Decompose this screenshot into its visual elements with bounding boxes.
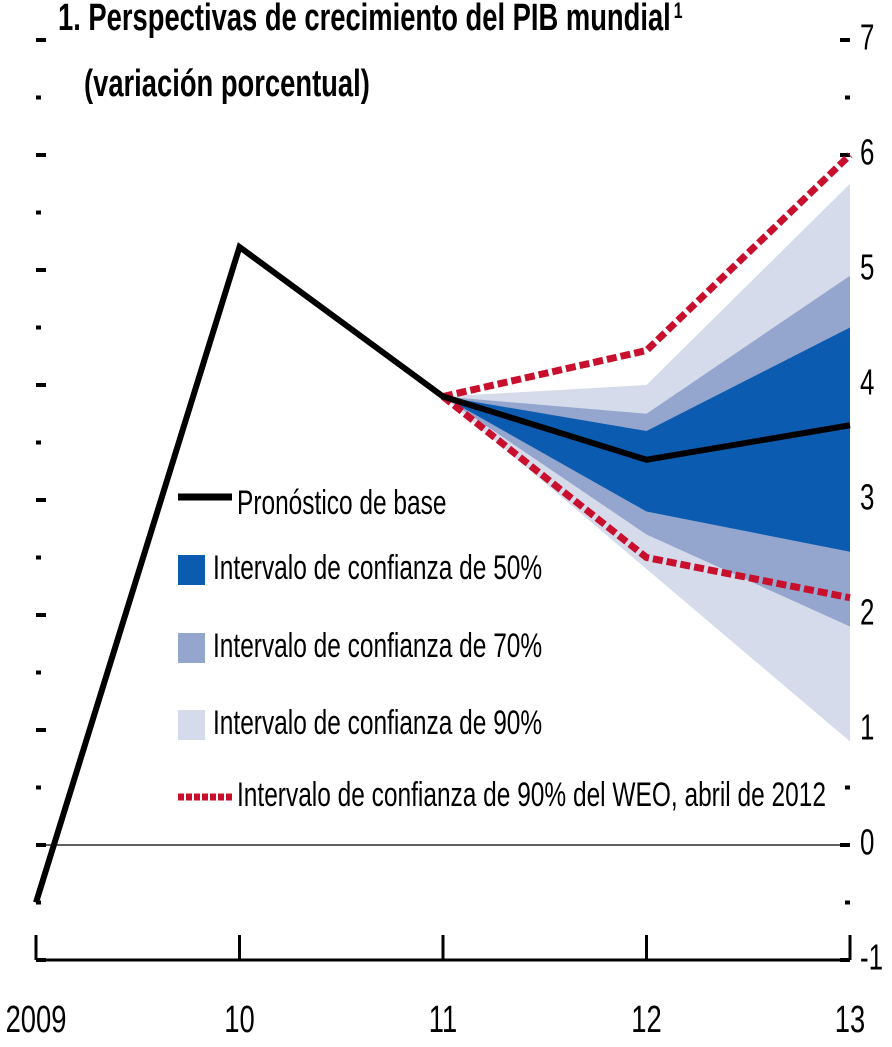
confidence-band bbox=[443, 327, 850, 552]
y-tick-label: 0 bbox=[860, 822, 874, 862]
legend-label: Intervalo de confianza de 90% bbox=[213, 704, 542, 742]
y-tick-label: 6 bbox=[860, 132, 874, 172]
dashed-bound bbox=[442, 152, 853, 400]
y-tick-label: 4 bbox=[860, 362, 874, 402]
dashed-bound bbox=[440, 393, 851, 602]
y-tick-label: 1 bbox=[860, 707, 874, 747]
legend-label: Intervalo de confianza de 90% del WEO, a… bbox=[237, 776, 826, 814]
chart-subtitle: (variación porcentual) bbox=[84, 63, 370, 105]
y-tick-label: 5 bbox=[860, 247, 874, 287]
y-tick-label: 3 bbox=[860, 477, 874, 517]
legend-label: Intervalo de confianza de 50% bbox=[213, 549, 542, 587]
y-tick-label: -1 bbox=[860, 937, 883, 977]
legend-label: Intervalo de confianza de 70% bbox=[213, 627, 542, 665]
legend-label: Pronóstico de base bbox=[237, 484, 446, 522]
baseline-line bbox=[33, 242, 851, 904]
chart-title: 1. Perspectivas de crecimiento del PIB m… bbox=[58, 0, 671, 39]
x-tick-label: 11 bbox=[429, 999, 457, 1041]
x-tick-label: 10 bbox=[224, 999, 254, 1041]
legend-swatch bbox=[178, 633, 205, 663]
legend-swatch bbox=[178, 710, 205, 740]
title-note: 1 bbox=[674, 0, 683, 24]
x-tick-label: 2009 bbox=[6, 999, 67, 1041]
y-tick-label: 7 bbox=[860, 17, 874, 57]
x-tick-label: 13 bbox=[835, 999, 865, 1041]
x-tick-label: 12 bbox=[631, 999, 661, 1041]
legend-swatch bbox=[178, 555, 205, 585]
y-tick-label: 2 bbox=[860, 592, 874, 632]
